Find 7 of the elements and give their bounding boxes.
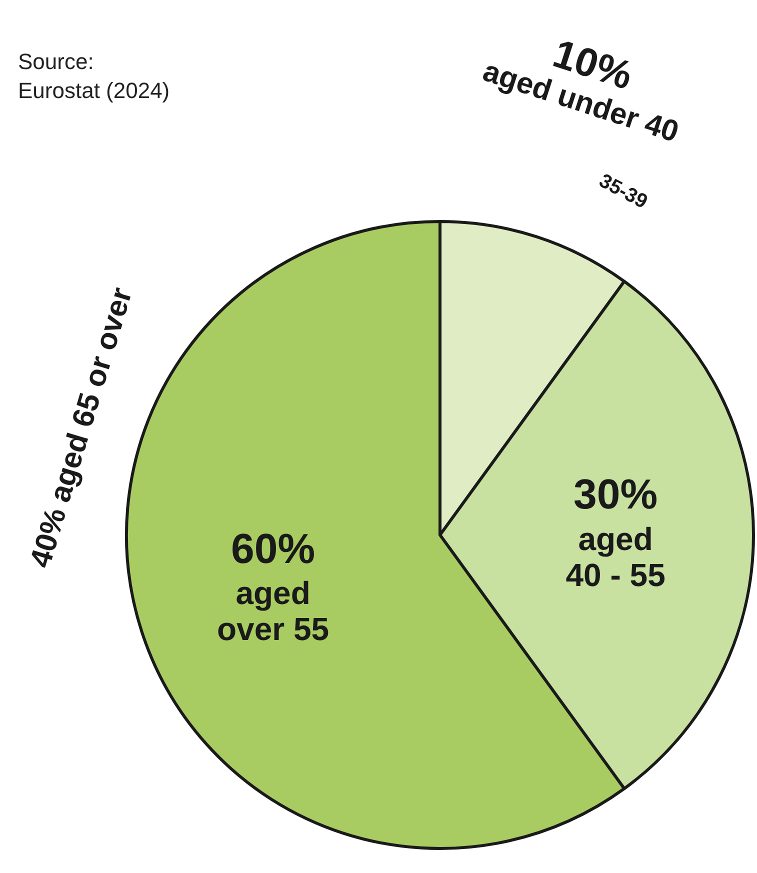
text: 35-39 <box>595 170 651 214</box>
slice-label: aged 40 - 55 <box>566 520 666 593</box>
text: 40% aged 65 or over <box>24 284 139 572</box>
data-label: 60% <box>231 524 316 572</box>
source-note: Source: Eurostat (2024) <box>18 48 170 105</box>
data-label: 30% <box>574 470 658 518</box>
slice-label: aged over 55 <box>216 575 330 648</box>
